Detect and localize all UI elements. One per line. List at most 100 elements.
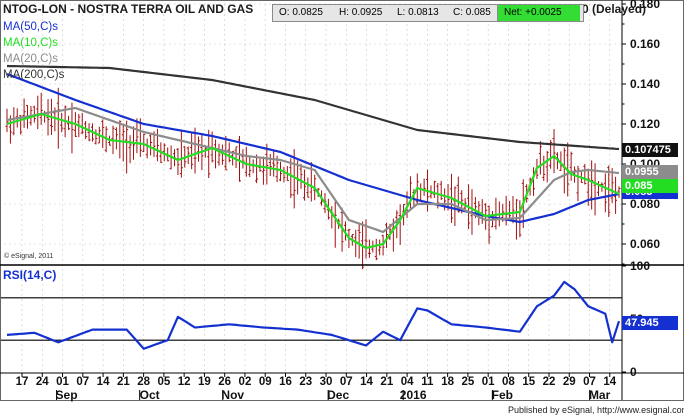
x-tick-label: 29 <box>563 376 576 388</box>
ohlc-bar <box>36 95 40 130</box>
ohlc-bar <box>562 147 566 194</box>
rsi-pane <box>0 280 622 350</box>
ohlc-bar <box>299 163 303 189</box>
quote-close: C: 0.085 <box>453 7 491 18</box>
ohlc-bar <box>244 146 248 177</box>
quote-low: L: 0.0813 <box>397 7 439 18</box>
ohlc-bar <box>439 180 443 200</box>
x-tick-label: 16 <box>279 376 292 388</box>
x-tick-label: 18 <box>441 376 454 388</box>
x-tick-label: 11 <box>421 376 434 388</box>
ohlc-bar <box>330 206 334 229</box>
legend-ma10: MA(10,C)s <box>3 37 58 49</box>
ohlc-bar <box>282 166 286 183</box>
ohlc-bar <box>224 135 228 171</box>
ohlc-bar <box>46 99 50 136</box>
month-label: Mar <box>589 388 611 402</box>
ohlc-bar <box>419 183 423 203</box>
ohlc-bar <box>145 138 149 159</box>
ohlc-bar <box>357 223 361 259</box>
ohlc-bar <box>268 153 272 177</box>
ma-line-ma20cs <box>6 106 620 234</box>
ohlc-bar <box>610 168 614 204</box>
ohlc-bar <box>241 149 245 169</box>
rsi-label: RSI(14,C) <box>3 268 57 282</box>
symbol-title: NTOG-LON - NOSTRA TERRA OIL AND GAS <box>3 2 254 16</box>
x-tick-label: 23 <box>299 376 312 388</box>
rsi-tick-label: 100 <box>630 259 650 273</box>
ohlc-bar <box>217 143 221 166</box>
ohlc-bar <box>552 129 556 174</box>
ohlc-bar <box>80 112 84 134</box>
ohlc-bar <box>70 102 74 154</box>
ohlc-bar <box>333 201 337 248</box>
ohlc-bar <box>542 155 546 181</box>
delayed-label: 0 (Delayed) <box>582 2 647 16</box>
ohlc-bar <box>422 178 426 196</box>
ohlc-bar <box>39 92 43 125</box>
ohlc-bar <box>289 158 293 199</box>
x-tick-label: 30 <box>320 376 333 388</box>
ohlc-bar <box>190 132 194 170</box>
price-tick-label: 0.140 <box>630 77 660 91</box>
ohlc-bar <box>155 128 159 162</box>
ohlc-bar <box>432 180 436 198</box>
x-tick-label: 28 <box>137 376 150 388</box>
price-tick-label: 0.180 <box>630 0 660 11</box>
x-tick-label: 04 <box>401 376 414 388</box>
price-tick-label: 0.080 <box>630 197 660 211</box>
month-label: Sep <box>56 388 78 402</box>
ohlc-bar <box>162 143 166 162</box>
x-tick-label: 24 <box>36 376 49 388</box>
x-tick-label: 08 <box>502 376 515 388</box>
ohlc-bar <box>135 118 139 154</box>
chart-grid <box>4 3 622 372</box>
ohlc-bar <box>5 108 9 133</box>
ohlc-bar <box>114 127 118 150</box>
ohlc-bar <box>220 144 224 165</box>
month-label: 2016 <box>400 388 427 402</box>
ohlc-bar <box>248 156 252 178</box>
ohlc-bar <box>207 129 211 179</box>
rsi-line <box>6 280 621 350</box>
ohlc-bar <box>545 150 549 183</box>
ohlc-bar <box>385 222 389 248</box>
legend-ma50: MA(50,C)s <box>3 21 58 33</box>
x-tick-label: 01 <box>482 376 495 388</box>
legend-ma20: MA(20,C)s <box>3 53 58 65</box>
price-tick-label: 0.160 <box>630 37 660 51</box>
x-tick-label: 19 <box>198 376 211 388</box>
published-by: Published by eSignal, http://www.esignal… <box>508 405 684 415</box>
x-tick-label: 07 <box>76 376 89 388</box>
ohlc-bar <box>149 133 153 156</box>
ohlc-bar <box>272 149 276 177</box>
copyright-label: © eSignal, 2011 <box>4 253 54 260</box>
x-tick-label: 15 <box>522 376 535 388</box>
month-label: Nov <box>221 388 244 402</box>
ohlc-bar <box>487 205 491 244</box>
x-tick-label: 05 <box>157 376 170 388</box>
ohlc-bar <box>176 147 180 176</box>
ohlc-bar <box>193 127 197 174</box>
price-tag-ma200: 0.107475 <box>622 143 678 157</box>
price-tag-ma20: 0.0955 <box>622 165 678 179</box>
price-tag-ma10: 0.085 <box>622 179 678 193</box>
ohlc-bar <box>583 164 587 185</box>
x-tick-label: 14 <box>97 376 110 388</box>
ohlc-bar <box>87 123 91 142</box>
ohlc-bar <box>302 169 306 201</box>
x-tick-label: 07 <box>583 376 596 388</box>
ohlc-bar <box>617 186 621 198</box>
ohlc-bar <box>258 158 262 172</box>
ohlc-bar <box>367 239 371 258</box>
ma-lines <box>6 64 620 250</box>
ohlc-bar <box>504 195 508 226</box>
price-tick-label: 0.060 <box>630 237 660 251</box>
x-tick-label: 07 <box>340 376 353 388</box>
x-tick-label: 14 <box>360 376 373 388</box>
ohlc-bar <box>125 120 129 174</box>
x-tick-label: 09 <box>259 376 272 388</box>
rsi-tick-label: 0 <box>630 365 637 379</box>
